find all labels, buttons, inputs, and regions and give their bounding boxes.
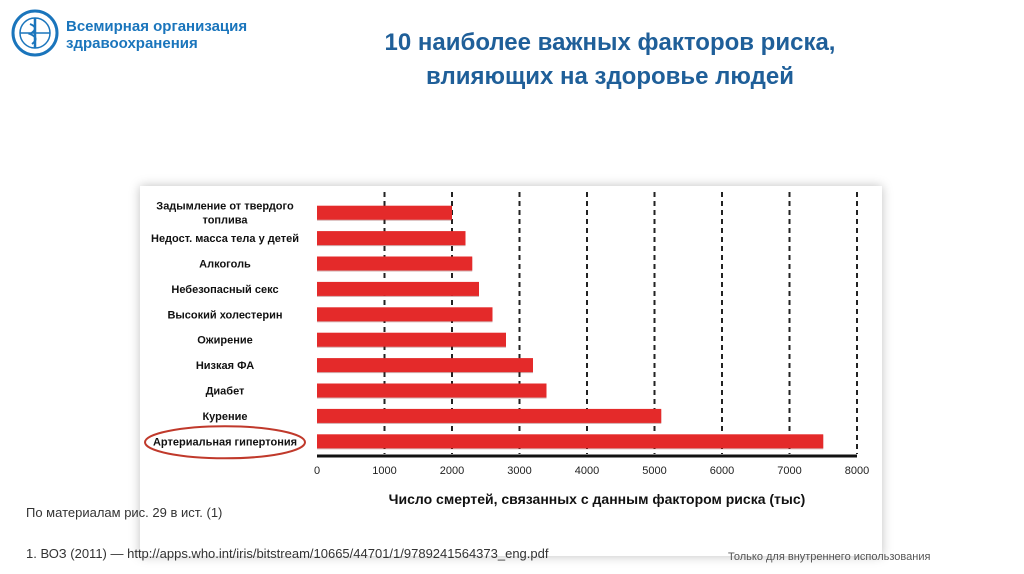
bar bbox=[317, 256, 473, 271]
category-label: Курение bbox=[202, 411, 247, 423]
bar bbox=[317, 434, 824, 449]
org-name-line2: здравоохранения bbox=[66, 35, 198, 52]
bar bbox=[317, 281, 479, 296]
bar bbox=[317, 231, 466, 246]
page-title: 10 наиболее важных факторов риска, влияю… bbox=[320, 26, 900, 94]
bar bbox=[317, 408, 662, 423]
bar bbox=[317, 332, 506, 347]
org-name-line1: Всемирная организация bbox=[66, 18, 248, 35]
category-label: Высокий холестерин bbox=[167, 309, 282, 321]
title-line1: 10 наиболее важных факторов риска, bbox=[384, 29, 836, 56]
category-label: Низкая ФА bbox=[196, 360, 254, 372]
highlight-ellipse bbox=[144, 425, 306, 460]
bar bbox=[317, 383, 547, 398]
bar bbox=[317, 307, 493, 322]
org-name: Всемирная организация здравоохранения bbox=[66, 18, 247, 52]
internal-use-note: Только для внутреннего использования bbox=[728, 551, 931, 563]
x-tick-label: 6000 bbox=[710, 465, 734, 477]
x-tick-label: 4000 bbox=[575, 465, 599, 477]
risk-factors-chart: Задымление от твердого топлива Недост. мас… bbox=[144, 192, 869, 507]
bar bbox=[317, 205, 452, 220]
x-tick-label: 7000 bbox=[777, 465, 801, 477]
category-label: Задымление от твердого топлива bbox=[156, 201, 294, 227]
category-label: Алкоголь bbox=[199, 259, 251, 271]
x-axis-label: Число смертей, связанных с данным фактор… bbox=[389, 491, 806, 507]
x-tick-label: 3000 bbox=[507, 465, 531, 477]
bar bbox=[317, 358, 533, 373]
who-emblem-icon bbox=[11, 9, 59, 57]
x-tick-label: 8000 bbox=[845, 465, 869, 477]
x-tick-label: 1000 bbox=[372, 465, 396, 477]
category-label: Диабет bbox=[206, 386, 245, 398]
x-tick-label: 5000 bbox=[642, 465, 666, 477]
category-label: Небезопасный секс bbox=[171, 284, 278, 296]
category-label: Артериальная гипертония bbox=[153, 436, 297, 448]
category-label: Ожирение bbox=[197, 335, 252, 347]
who-logo: Всемирная организация здравоохранения bbox=[10, 8, 250, 60]
title-line2: влияющих на здоровье людей bbox=[426, 63, 794, 90]
x-tick-label: 0 bbox=[314, 465, 320, 477]
source-note: По материалам рис. 29 в ист. (1) bbox=[26, 505, 223, 520]
x-tick-label: 2000 bbox=[440, 465, 464, 477]
category-label: Недост. масса тела у детей bbox=[151, 233, 299, 245]
footnote: 1. ВОЗ (2011) — http://apps.who.int/iris… bbox=[26, 546, 549, 561]
